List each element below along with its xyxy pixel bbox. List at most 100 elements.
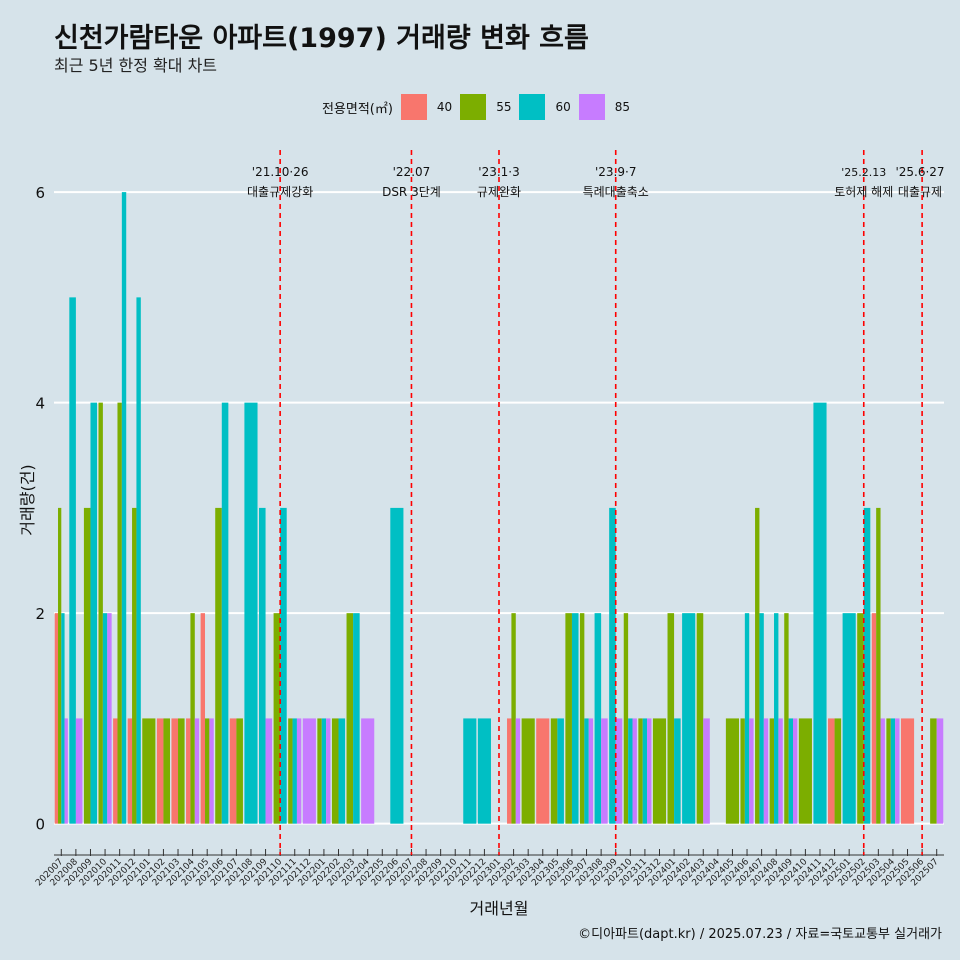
bar-202409-60 (788, 718, 793, 824)
bar-202012-40 (127, 718, 133, 824)
bar-202306-55 (565, 613, 572, 824)
bar-202501-60 (842, 613, 856, 824)
bar-202502-60 (863, 507, 871, 824)
source-caption: ©디아파트(dapt.kr) / 2025.07.23 / 자료=국토교통부 실… (578, 927, 942, 942)
bar-202009-55 (83, 507, 91, 824)
bar-202203-55 (346, 613, 354, 824)
bar-202310-85 (632, 718, 637, 824)
bar-202108-60 (244, 402, 258, 824)
bar-202007-60 (61, 613, 65, 824)
legend-title: 전용면적(㎡) (321, 101, 393, 117)
bar-202007-40 (54, 613, 59, 824)
bar-202105-55 (205, 718, 210, 824)
legend-label-85: 85 (614, 100, 631, 114)
annotation-date: '22.07 (393, 165, 431, 179)
bar-202310-60 (628, 718, 633, 824)
bar-202306-60 (571, 613, 579, 824)
bar-202307-85 (588, 718, 594, 824)
bar-202401-55 (667, 613, 675, 824)
legend-label-60: 60 (555, 100, 571, 114)
y-tick-label: 2 (35, 605, 45, 623)
bar-202206-60 (390, 507, 404, 824)
bar-202105-40 (200, 613, 206, 824)
annotation-date: '25.6·27 (895, 165, 944, 179)
bar-202504-60 (890, 718, 896, 824)
bar-202412-55 (834, 718, 842, 824)
bar-202502-55 (857, 613, 864, 824)
x-axis-title: 거래년월 (470, 899, 529, 918)
legend-swatch-55 (460, 94, 487, 120)
legend-item-40: 40 (400, 94, 452, 120)
bar-202102-40 (156, 718, 164, 824)
bar-202309-60 (609, 507, 616, 824)
bar-202201-60 (321, 718, 327, 824)
bar-202401-60 (674, 718, 681, 824)
bar-202211-60 (463, 718, 477, 824)
bar-202303-55 (521, 718, 535, 824)
bar-202304-40 (536, 718, 550, 824)
bar-202007-55 (58, 507, 62, 824)
bar-202302-85 (515, 718, 521, 824)
bar-202104-40 (186, 718, 191, 824)
bar-202112-85 (302, 718, 316, 824)
bar-202009-60 (90, 402, 98, 824)
bar-202408-60 (774, 613, 779, 824)
legend-item-85: 85 (578, 94, 631, 120)
annotation-label: 대출규제 (898, 185, 942, 199)
bar-202406-55 (740, 718, 745, 824)
bar-202107-55 (236, 718, 243, 824)
bar-202102-55 (163, 718, 170, 824)
bar-202103-40 (171, 718, 179, 824)
bar-202007-85 (64, 718, 68, 824)
legend-item-60: 60 (519, 94, 571, 120)
bar-202302-40 (507, 718, 512, 824)
y-tick-label: 6 (35, 184, 45, 202)
bar-202111-85 (296, 718, 302, 824)
bar-202407-60 (759, 613, 764, 824)
bar-202203-60 (353, 613, 360, 824)
bar-202110-60 (280, 507, 287, 824)
bar-202308-85 (601, 718, 608, 824)
bar-202305-60 (557, 718, 564, 824)
bar-202008-60 (69, 297, 76, 824)
bar-202410-55 (798, 718, 812, 824)
annotation-date: '21.10·26 (252, 165, 309, 179)
bar-202504-55 (886, 718, 891, 824)
bar-202105-85 (209, 718, 214, 824)
bar-202412-40 (828, 718, 835, 824)
bar-202507-55 (930, 718, 937, 824)
bar-202307-55 (579, 613, 585, 824)
bar-202507-85 (936, 718, 944, 824)
bar-202104-55 (190, 613, 195, 824)
bar-202010-85 (107, 613, 112, 824)
bar-202012-55 (132, 507, 137, 824)
legend-swatch-40 (400, 94, 427, 120)
legend-swatch-85 (578, 94, 605, 120)
bar-202202-60 (338, 718, 346, 824)
legend-label-55: 55 (496, 100, 512, 114)
bar-202310-55 (623, 613, 629, 824)
bar-202103-55 (178, 718, 185, 824)
bar-202407-85 (763, 718, 769, 824)
legend-swatch-60 (519, 94, 546, 120)
bar-202111-60 (292, 718, 297, 824)
chart-subtitle: 최근 5년 한정 확대 차트 (54, 56, 218, 75)
bar-202402-60 (682, 613, 696, 824)
bar-202101-55 (142, 718, 156, 824)
bar-202312-55 (652, 718, 667, 824)
bar-202503-85 (880, 718, 885, 824)
bar-202111-55 (288, 718, 293, 824)
bar-202011-55 (117, 402, 122, 824)
bar-202302-55 (511, 613, 516, 824)
bar-202411-60 (813, 402, 827, 824)
annotation-label: 대출규제강화 (247, 185, 313, 199)
bar-202409-85 (792, 718, 798, 824)
bar-202109-60 (258, 507, 266, 824)
annotation-label: 특례대출축소 (583, 185, 649, 199)
y-axis-title: 거래량(건) (18, 464, 37, 535)
bar-202504-85 (895, 718, 900, 824)
bar-202408-85 (778, 718, 783, 824)
bar-202107-40 (229, 718, 237, 824)
y-tick-label: 0 (35, 816, 45, 834)
bar-202308-60 (594, 613, 602, 824)
